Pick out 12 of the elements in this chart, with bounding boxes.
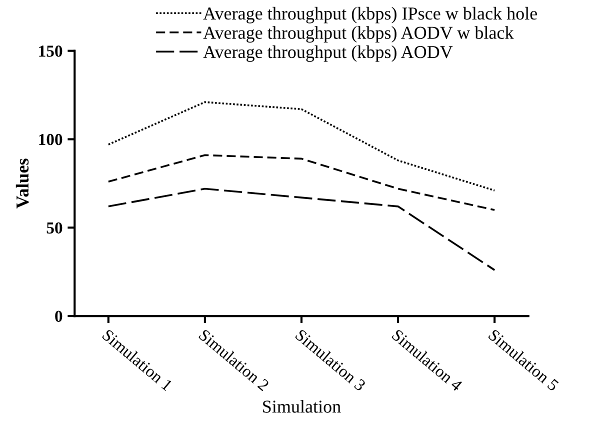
y-tick-label: 100 [39,134,62,146]
y-tick-label: 0 [55,310,62,322]
line-series [108,154,496,211]
y-tick-label: 50 [46,222,62,234]
legend-label: Average throughput (kbps) AODV w black [203,26,514,43]
y-tick-label: 150 [39,46,62,57]
x-axis-title: Simulation [263,400,341,413]
legend-label: Average throughput (kbps) AODV [203,45,453,62]
line-series [108,101,496,192]
y-axis-title: Values [16,158,29,208]
legend-label: Average throughput (kbps) IPsce w black hole [203,6,538,24]
line-series [108,188,496,271]
